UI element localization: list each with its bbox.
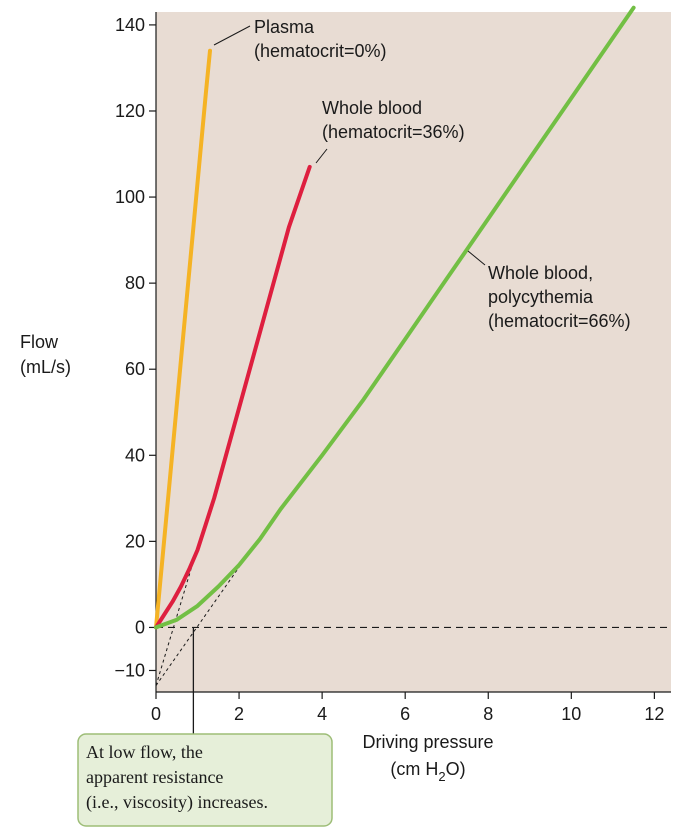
y-axis-label-line1: Flow: [20, 332, 59, 352]
y-tick-label: 40: [125, 445, 145, 465]
x-tick-label: 4: [317, 704, 327, 724]
annotation-line: At low flow, the: [86, 742, 203, 762]
series-label-line: Plasma: [254, 17, 315, 37]
x-axis-label-prefix: (cm H: [390, 759, 438, 779]
series-labels: Plasma (hematocrit=0%) Whole blood (hematoc…: [213, 17, 631, 331]
x-tick-label: 10: [561, 704, 581, 724]
series-label-leader: [467, 250, 486, 266]
x-axis-label-suffix: O): [446, 759, 466, 779]
series-label-polycythemia: Whole blood, polycythemia (hematocrit=66%): [488, 263, 631, 331]
series-label-line: Whole blood: [322, 98, 422, 118]
series-label-leader: [213, 25, 251, 46]
x-tick-label: 2: [234, 704, 244, 724]
x-axis-label: Driving pressure (cm H2O): [362, 732, 493, 784]
series-line-polycythemia: [154, 5, 636, 630]
x-axis-label-line1: Driving pressure: [362, 732, 493, 752]
y-tick-label: 140: [115, 15, 145, 35]
y-tick-label: 20: [125, 531, 145, 551]
x-tick-label: 6: [400, 704, 410, 724]
y-tick-label: 120: [115, 101, 145, 121]
y-axis: −10 0 20 40 60 80 100 120 140: [114, 15, 156, 680]
series-label-whole-blood: Whole blood (hematocrit=36%): [322, 98, 465, 142]
x-axis-label-line2: (cm H2O): [390, 759, 465, 784]
y-tick-label: 100: [115, 187, 145, 207]
series-label-leader: [315, 148, 328, 164]
y-tick-label: 0: [135, 617, 145, 637]
series-label-line: (hematocrit=36%): [322, 122, 465, 142]
y-tick-label: 60: [125, 359, 145, 379]
x-tick-label: 0: [151, 704, 161, 724]
series-label-line: Whole blood,: [488, 263, 593, 283]
annotation-line: (i.e., viscosity) increases.: [86, 792, 268, 813]
annotation-callout: At low flow, the apparent resistance (i.e.…: [77, 627, 333, 827]
y-axis-label-line2: (mL/s): [20, 357, 71, 377]
series-lines: [154, 5, 636, 630]
series-line-plasma: [154, 48, 212, 630]
series-label-line: polycythemia: [488, 287, 594, 307]
x-tick-label: 12: [644, 704, 664, 724]
series-line-whole-blood: [154, 164, 312, 630]
y-axis-label: Flow (mL/s): [20, 332, 71, 377]
tangent-line: [155, 566, 240, 686]
y-tick-label: −10: [114, 660, 145, 680]
x-axis: 0 2 4 6 8 10 12: [151, 692, 664, 724]
series-label-plasma: Plasma (hematocrit=0%): [254, 17, 387, 61]
annotation-text: At low flow, the apparent resistance (i.e.…: [86, 742, 268, 813]
y-tick-label: 80: [125, 273, 145, 293]
annotation-line: apparent resistance: [86, 767, 223, 787]
series-label-line: (hematocrit=0%): [254, 41, 387, 61]
series-label-line: (hematocrit=66%): [488, 311, 631, 331]
x-axis-label-subscript: 2: [438, 769, 445, 784]
x-tick-label: 8: [483, 704, 493, 724]
plot-background: [156, 12, 671, 692]
annotation-box: [77, 733, 333, 827]
